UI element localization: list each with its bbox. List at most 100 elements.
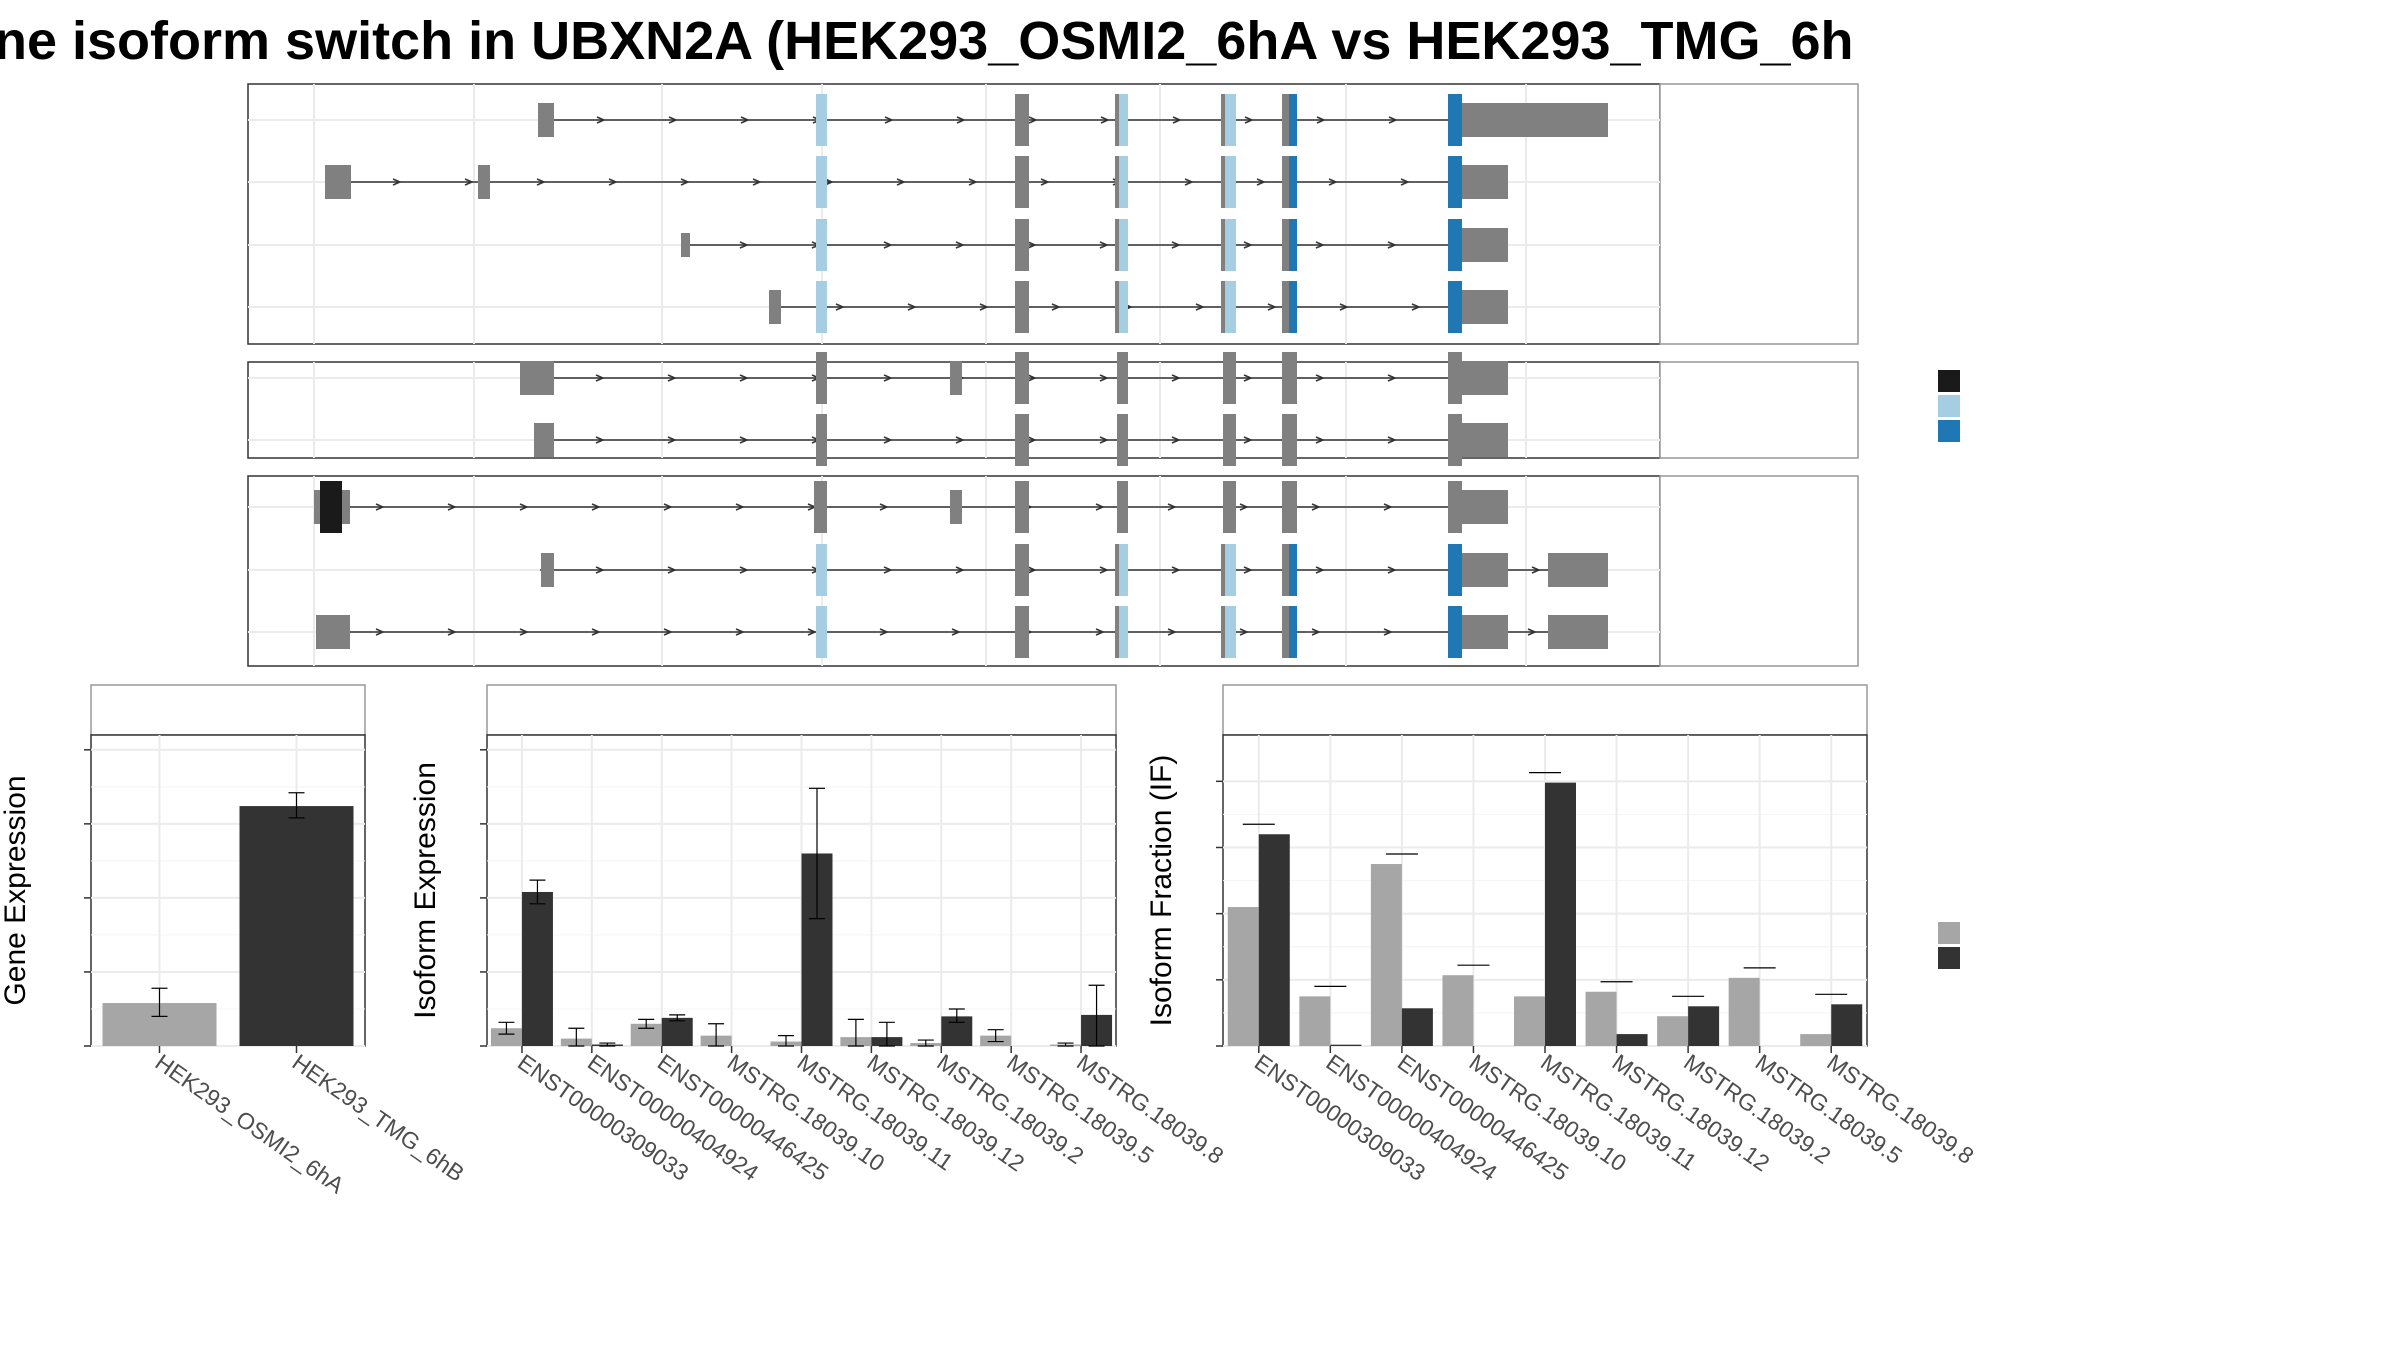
exon-block xyxy=(1282,352,1297,404)
intron-arrow xyxy=(1100,116,1110,124)
exon-block xyxy=(1221,219,1225,271)
domain-legend-swatch xyxy=(1938,420,1960,442)
domain-block-idr xyxy=(320,481,342,533)
exon-block xyxy=(1283,544,1289,596)
exon-block xyxy=(1221,281,1225,333)
intron-arrow xyxy=(740,116,750,124)
domain-block-ubx xyxy=(1287,606,1297,658)
intron-arrow xyxy=(1243,566,1253,574)
bar xyxy=(1258,834,1290,1046)
exon-block xyxy=(1462,615,1508,649)
exon-block xyxy=(1117,352,1128,404)
exon-block xyxy=(1015,219,1029,271)
domain-block-sep xyxy=(816,156,827,208)
exon-block xyxy=(1448,352,1462,404)
intron-arrow xyxy=(739,241,749,249)
exon-block xyxy=(1115,544,1119,596)
intron-arrow xyxy=(1171,374,1181,382)
intron-arrow xyxy=(979,303,989,311)
intron-arrow xyxy=(835,303,845,311)
intron-arrow xyxy=(1095,503,1105,511)
domain-block-ubx xyxy=(1448,156,1462,208)
intron-arrow xyxy=(883,374,893,382)
intron-arrow xyxy=(595,374,605,382)
intron-arrow xyxy=(595,436,605,444)
panel-title-strip xyxy=(90,684,366,736)
exon-block xyxy=(1548,615,1608,649)
intron-arrow xyxy=(807,628,817,636)
exon-block xyxy=(1223,352,1236,404)
exon-block xyxy=(1015,544,1029,596)
intron-arrow xyxy=(1328,178,1338,186)
intron-arrow xyxy=(1315,374,1325,382)
domain-legend-swatch xyxy=(1938,395,1960,417)
intron-arrow xyxy=(1388,116,1398,124)
y-axis-label: Gene Expression xyxy=(0,775,32,1005)
bar xyxy=(1401,1008,1433,1046)
exon-block xyxy=(1462,553,1508,587)
exon-block xyxy=(1015,281,1029,333)
exon-block xyxy=(1462,228,1508,262)
domain-block-sep xyxy=(1117,219,1128,271)
intron-arrow xyxy=(1027,374,1037,382)
intron-arrow xyxy=(884,116,894,124)
domain-block-ubx xyxy=(1448,94,1462,146)
exon-block xyxy=(1283,94,1289,146)
intron-arrow xyxy=(608,178,618,186)
intron-arrow xyxy=(1267,303,1277,311)
domain-block-ubx xyxy=(1287,94,1297,146)
intron-arrow xyxy=(739,436,749,444)
bar xyxy=(1514,996,1545,1046)
domain-block-sep xyxy=(1117,544,1128,596)
intron-arrow xyxy=(663,503,673,511)
intron-arrow xyxy=(1383,503,1393,511)
domain-block-sep xyxy=(1223,606,1236,658)
bar xyxy=(490,1028,522,1046)
intron-arrow xyxy=(1167,503,1177,511)
exon-block xyxy=(325,165,351,199)
intron-arrow xyxy=(1184,178,1194,186)
intron-arrow xyxy=(375,503,385,511)
exon-block xyxy=(1015,352,1029,404)
intron-arrow xyxy=(1027,436,1037,444)
intron-arrow xyxy=(1239,628,1249,636)
exon-block xyxy=(1115,94,1119,146)
domain-block-ubx xyxy=(1287,544,1297,596)
intron-arrow xyxy=(1239,503,1249,511)
intron-arrow xyxy=(1243,436,1253,444)
structure-strip-1 xyxy=(1659,361,1859,459)
exon-block xyxy=(478,165,490,199)
exon-block xyxy=(538,103,554,137)
intron-arrow xyxy=(951,628,961,636)
intron-arrow xyxy=(1387,566,1397,574)
structure-strip-2 xyxy=(1659,475,1859,667)
exon-block xyxy=(316,615,350,649)
exon-block xyxy=(1283,219,1289,271)
intron-arrow xyxy=(955,436,965,444)
domain-block-sep xyxy=(1223,219,1236,271)
bar xyxy=(1688,1006,1720,1046)
intron-arrow xyxy=(824,178,834,186)
intron-arrow xyxy=(667,566,677,574)
exon-block xyxy=(1282,414,1297,466)
bar xyxy=(1657,1016,1689,1046)
bar xyxy=(1585,991,1617,1046)
exon-block xyxy=(1015,156,1029,208)
intron-arrow xyxy=(1099,241,1109,249)
exon-block xyxy=(1115,606,1119,658)
exon-block xyxy=(1221,94,1225,146)
domain-block-sep xyxy=(816,281,827,333)
intron-arrow xyxy=(536,178,546,186)
intron-arrow xyxy=(663,628,673,636)
exon-block xyxy=(1462,361,1508,395)
intron-arrow xyxy=(739,374,749,382)
intron-arrow xyxy=(907,303,917,311)
intron-arrow xyxy=(519,628,529,636)
intron-arrow xyxy=(1243,241,1253,249)
intron-arrow xyxy=(1531,566,1541,574)
domain-block-ubx xyxy=(1287,281,1297,333)
intron-arrow xyxy=(1028,116,1038,124)
intron-arrow xyxy=(667,374,677,382)
intron-arrow xyxy=(447,628,457,636)
